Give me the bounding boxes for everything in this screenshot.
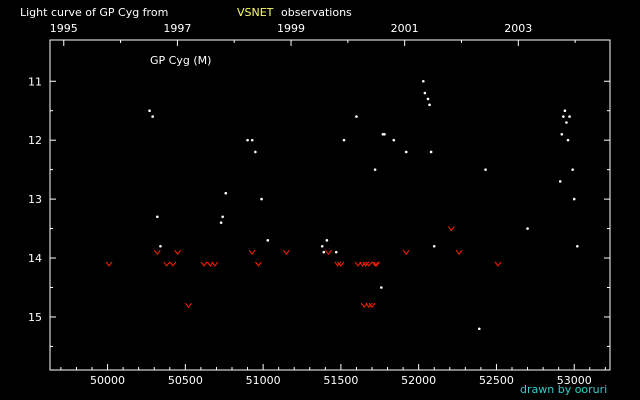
- upper-limit-mark: [371, 261, 379, 267]
- x-tick-label: 52000: [401, 374, 436, 387]
- upper-limit-mark: [365, 302, 373, 309]
- upper-limit-mark: [169, 261, 177, 267]
- observation-point: [221, 215, 224, 219]
- observation-point: [325, 239, 329, 242]
- upper-limit-mark: [105, 261, 113, 267]
- observation-point: [254, 150, 257, 154]
- upper-limit-mark: [368, 302, 376, 309]
- observation-point: [355, 115, 358, 118]
- x-tick-label: 51500: [323, 374, 358, 387]
- year-tick-label: 2001: [391, 22, 419, 35]
- observation-point: [484, 168, 487, 171]
- observation-point: [558, 180, 562, 183]
- observation-point: [560, 132, 564, 136]
- observation-point: [246, 138, 249, 142]
- chart-title: Light curve of GP Cyg from: [20, 6, 168, 19]
- observation-point: [565, 121, 568, 124]
- observation-point: [566, 138, 570, 142]
- observation-point: [426, 97, 430, 101]
- chart-title-suffix: observations: [281, 6, 352, 19]
- upper-limit-mark: [174, 249, 181, 255]
- observation-point: [568, 115, 571, 118]
- observation-point: [373, 168, 377, 171]
- upper-limit-mark: [354, 261, 362, 267]
- observation-point: [562, 115, 565, 118]
- observation-point: [159, 244, 162, 248]
- upper-limit-mark: [153, 249, 161, 255]
- observation-point: [260, 197, 263, 201]
- upper-limit-mark: [360, 302, 368, 309]
- observation-point: [572, 197, 576, 201]
- upper-limit-mark: [283, 249, 290, 255]
- x-tick-label: 51000: [246, 374, 281, 387]
- observation-point: [404, 150, 408, 154]
- upper-limit-mark: [248, 249, 256, 255]
- upper-limit-mark: [334, 261, 342, 267]
- observation-point: [224, 191, 228, 195]
- observation-point: [423, 91, 427, 95]
- observation-point: [334, 250, 338, 254]
- observation-point: [432, 244, 436, 248]
- axis-ticks: 11 12 13 14 15 50000 50500 51000 51500 52000 52500…: [28, 22, 610, 387]
- y-tick-label: 13: [28, 193, 42, 206]
- observation-point: [392, 138, 396, 142]
- year-tick-label: 1997: [163, 22, 191, 35]
- observation-point: [320, 244, 324, 248]
- y-tick-label: 14: [28, 252, 42, 265]
- observation-point: [563, 109, 567, 113]
- upper-limit-mark: [325, 249, 332, 255]
- upper-limit-mark: [185, 302, 192, 309]
- upper-limit-mark: [365, 261, 373, 267]
- observation-point: [219, 221, 223, 224]
- observation-point: [148, 109, 151, 113]
- observation-point: [151, 115, 154, 118]
- data-marks: [105, 79, 579, 331]
- upper-limit-mark: [255, 261, 262, 267]
- observation-point: [576, 244, 579, 248]
- observation-point: [429, 150, 433, 154]
- observation-point: [526, 227, 529, 230]
- upper-limit-mark: [211, 261, 219, 267]
- observation-point: [380, 286, 383, 289]
- observation-point: [156, 215, 159, 219]
- x-tick-label: 53000: [557, 374, 592, 387]
- y-tick-label: 12: [28, 134, 42, 147]
- y-tick-label: 15: [28, 311, 42, 324]
- y-tick-label: 11: [28, 75, 42, 88]
- observation-point: [571, 168, 574, 171]
- observation-point: [428, 103, 431, 107]
- x-tick-label: 50500: [168, 374, 203, 387]
- upper-limit-mark: [373, 261, 381, 267]
- upper-limit-mark: [359, 261, 367, 267]
- upper-limit-mark: [206, 261, 214, 267]
- observation-point: [342, 138, 346, 142]
- observation-point: [383, 132, 386, 136]
- x-tick-label: 50000: [90, 374, 125, 387]
- upper-limit-mark: [447, 226, 455, 232]
- chart-title-source: VSNET: [237, 6, 274, 19]
- observation-point: [266, 239, 270, 242]
- x-tick-label: 52500: [479, 374, 514, 387]
- upper-limit-mark: [402, 249, 410, 255]
- upper-limit-mark: [200, 261, 208, 267]
- upper-limit-mark: [362, 261, 370, 267]
- star-label: GP Cyg (M): [150, 54, 211, 67]
- upper-limit-mark: [455, 249, 463, 255]
- year-tick-label: 2003: [504, 22, 532, 35]
- observation-point: [322, 250, 326, 254]
- year-tick-label: 1999: [277, 22, 305, 35]
- observation-point: [250, 138, 254, 142]
- upper-limit-mark: [163, 261, 171, 267]
- observation-point: [478, 327, 481, 331]
- upper-limit-mark: [337, 261, 345, 267]
- year-tick-label: 1995: [50, 22, 78, 35]
- credit-label: drawn by ooruri: [520, 383, 607, 396]
- upper-limit-mark: [494, 261, 502, 267]
- observation-point: [422, 79, 425, 83]
- plot-frame: [49, 39, 611, 371]
